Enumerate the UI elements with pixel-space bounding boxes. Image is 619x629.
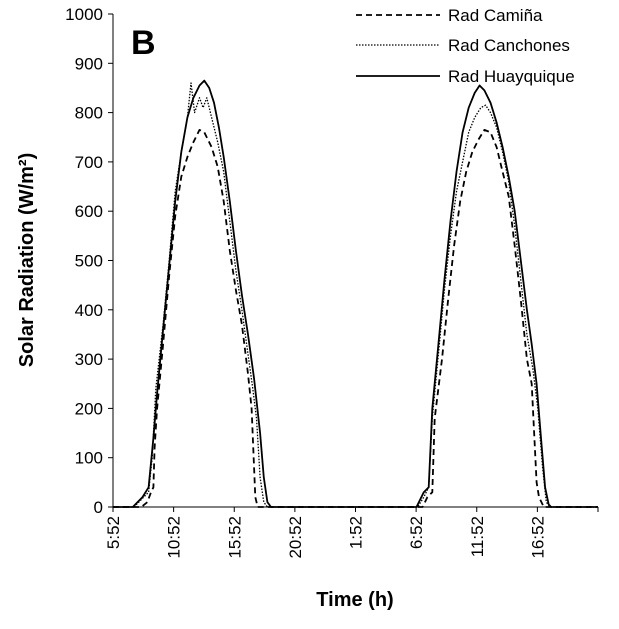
legend-label: Rad Camiña bbox=[448, 6, 543, 25]
y-tick-label: 400 bbox=[75, 301, 103, 320]
y-tick-label: 1000 bbox=[65, 5, 103, 24]
legend-label: Rad Huayquique bbox=[448, 67, 575, 86]
y-axis: 0 100 200 300 400 500 600 700 800 900 1000 bbox=[65, 5, 114, 517]
x-tick-label: 15:52 bbox=[225, 516, 244, 559]
x-tick-label: 11:52 bbox=[468, 516, 487, 557]
series-line-solid bbox=[113, 79, 598, 508]
x-tick-label: 1:52 bbox=[347, 516, 366, 549]
series-line-dashed bbox=[113, 129, 598, 508]
y-tick-label: 800 bbox=[75, 104, 103, 123]
y-tick-label: 100 bbox=[75, 449, 103, 468]
y-tick-label: 0 bbox=[94, 498, 103, 517]
x-axis-title: Time (h) bbox=[316, 589, 393, 611]
x-tick-label: 5:52 bbox=[104, 516, 123, 549]
panel-label: B bbox=[131, 24, 156, 62]
x-tick-label: 6:52 bbox=[407, 516, 426, 549]
x-tick-label: 16:52 bbox=[528, 516, 547, 559]
x-axis: 5:52 10:52 15:52 20:52 1:52 6:52 11:52 16:52 bbox=[104, 506, 599, 559]
y-axis-title: Solar Radiation (W/m²) bbox=[16, 153, 38, 367]
x-tick-label: 10:52 bbox=[165, 516, 184, 559]
series-group bbox=[113, 79, 598, 508]
y-tick-label: 300 bbox=[75, 350, 103, 369]
y-tick-label: 600 bbox=[75, 202, 103, 221]
legend: Rad Camiña Rad Canchones Rad Huayquique bbox=[356, 6, 575, 86]
x-tick-label: 20:52 bbox=[286, 516, 305, 559]
y-tick-label: 500 bbox=[75, 252, 103, 271]
y-tick-label: 200 bbox=[75, 399, 103, 418]
y-tick-label: 900 bbox=[75, 54, 103, 73]
y-tick-label: 700 bbox=[75, 153, 103, 172]
legend-label: Rad Canchones bbox=[448, 36, 570, 55]
